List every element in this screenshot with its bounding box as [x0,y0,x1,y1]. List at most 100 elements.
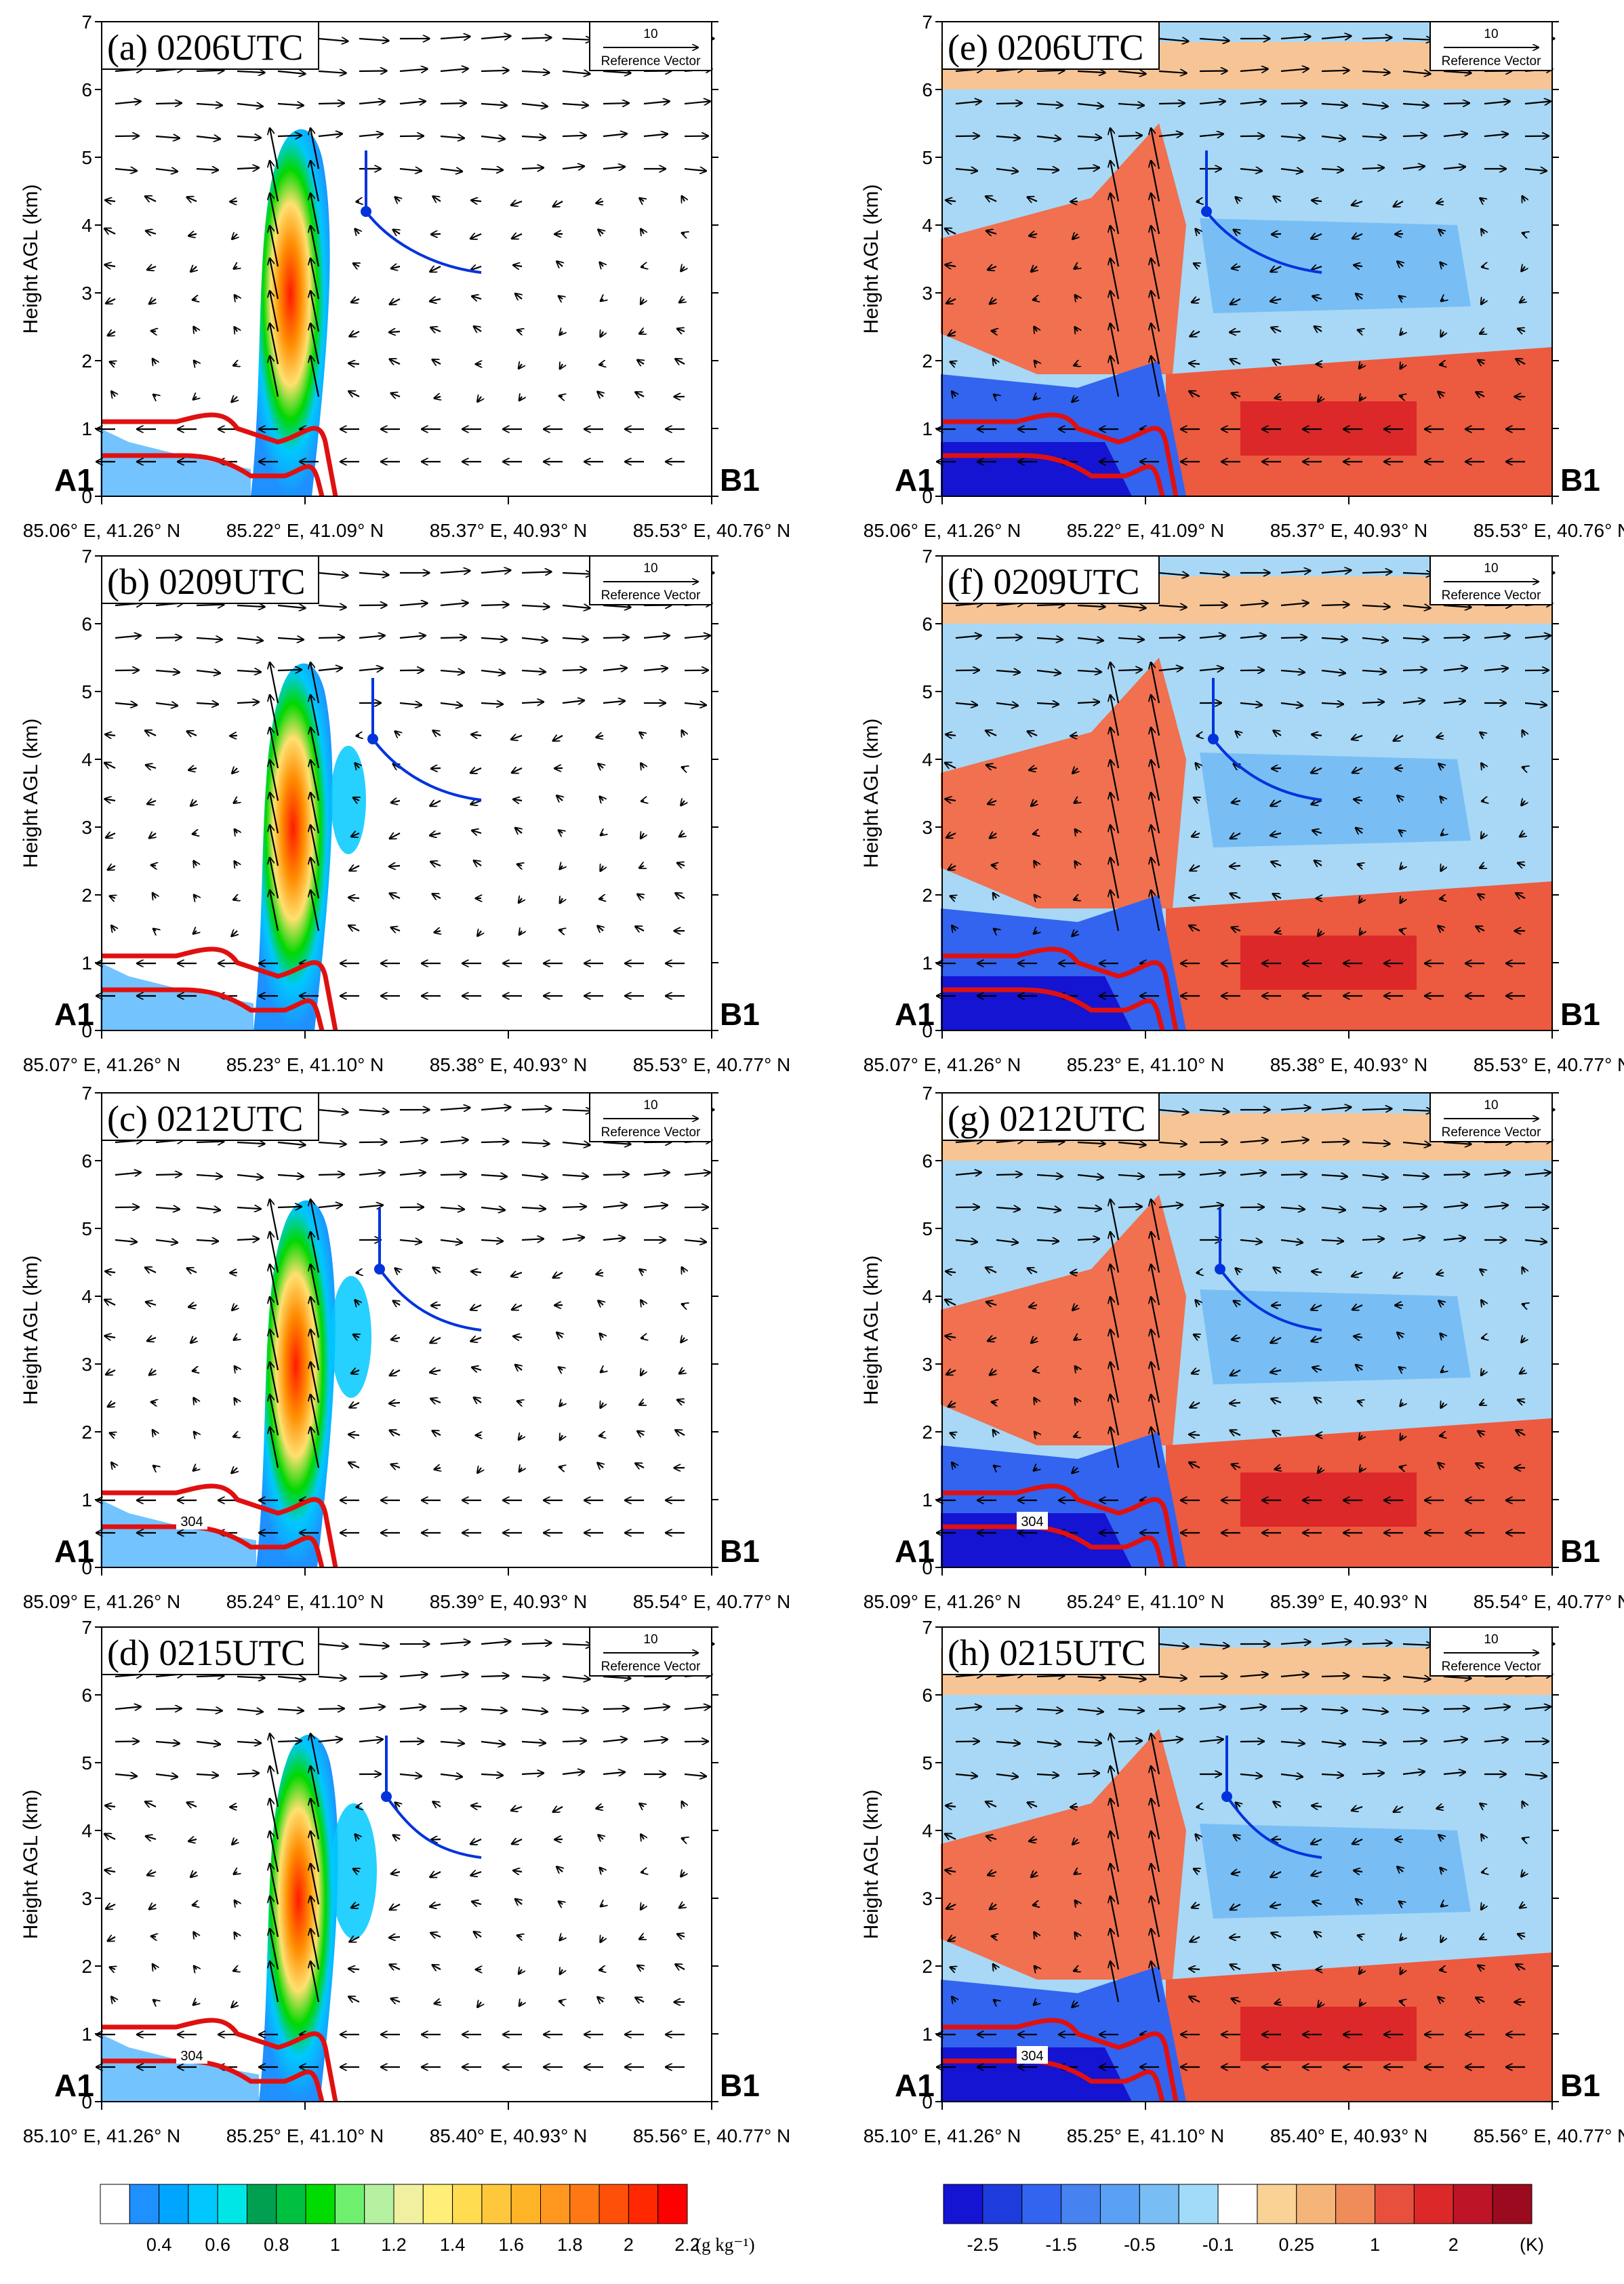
wind-vector [149,1370,156,1375]
wind-vector [310,161,320,202]
y-tick-label: 0 [81,2091,92,2112]
wind-vector [235,327,237,332]
wind-vector [1440,898,1444,899]
wind-vector [390,1965,401,1969]
colorbar-left-swatch [657,2184,688,2224]
wind-vector [399,69,428,71]
wind-vector [945,264,956,266]
colorbar-left-label: 1.4 [440,2235,466,2255]
wind-vector [470,1872,482,1875]
wind-vector [194,1932,197,1937]
wind-vector [517,1936,522,1937]
wind-vector [1075,295,1078,299]
panel-title: (g) 0212UTC [948,1098,1145,1139]
wind-vector [399,169,422,171]
wind-vector [277,104,304,106]
reference-vector-legend: 10 Reference Vector [589,555,712,605]
wind-vector [1484,101,1510,104]
wind-vector [233,364,237,365]
wind-vector [318,668,342,670]
wind-vector [115,1774,137,1776]
wind-vector [310,226,320,267]
wind-vector [391,1338,401,1340]
wind-vector [1280,136,1305,138]
wind-vector [270,128,279,169]
wind-vector [270,291,279,332]
reference-vector-label: Reference Vector [601,1125,701,1140]
wind-vector [639,1937,644,1939]
wind-vector [517,1401,522,1403]
wind-vector [270,1961,279,2003]
colorbar-left-label: 0.6 [205,2235,230,2255]
wind-vector [430,1338,441,1343]
wind-vector [192,1904,197,1905]
wind-vector [440,703,462,706]
wind-vector [1480,198,1484,201]
colorbar-right-swatch [982,2184,1023,2224]
wind-vector [310,793,320,834]
wind-vector [562,638,588,639]
wind-vector [635,1463,645,1468]
wind-vector [310,1799,320,1840]
section-start-label: A1 [895,462,935,498]
wind-vector [1232,266,1241,268]
colorbar-left-swatch [364,2184,394,2224]
wind-vector [470,234,482,239]
y-tick-label: 3 [922,817,933,838]
wind-vector [1199,39,1230,41]
wind-vector [1440,262,1444,266]
wind-vector [390,894,401,898]
wind-vector [562,1110,592,1111]
wind-vector [1400,332,1403,335]
wind-vector [515,1899,522,1904]
wind-vector [187,1803,197,1807]
wind-vector [430,1370,441,1372]
y-tick-label: 2 [922,1422,933,1443]
wind-vector [355,228,359,234]
wind-vector [277,1677,306,1679]
wind-vector [684,169,706,171]
wind-vector [310,727,320,769]
wind-vector [1438,229,1444,234]
wind-vector [559,1902,563,1904]
wind-vector [318,1644,348,1647]
wind-vector [390,299,401,304]
wind-vector [237,1207,261,1209]
reference-vector-legend: 10 Reference Vector [1429,1626,1553,1677]
colorbar-left-swatch [628,2184,659,2224]
wind-vector [637,1965,644,1969]
wind-vector [1524,101,1551,104]
wind-vector [393,1301,400,1305]
wind-vector [440,1708,466,1709]
wind-vector [1230,359,1241,364]
wind-vector [399,1240,422,1242]
wind-vector [684,1706,710,1709]
theta-contour [102,1483,338,1568]
contour-label-box [176,1512,207,1529]
y-tick-label: 3 [81,817,92,838]
wind-vector [310,1427,320,1468]
wind-vector [145,196,157,201]
wind-vector [194,361,197,364]
wind-vector [318,1739,342,1742]
colorbar-right-swatch [1139,2184,1179,2224]
wind-vector [1443,134,1467,136]
wind-vector [681,801,685,805]
reference-vector-label: Reference Vector [1442,1660,1541,1674]
wind-vector [1516,359,1526,364]
wind-vector [310,193,320,235]
wind-vector [1358,330,1362,332]
wind-vector [481,670,505,673]
colorbar-right-swatch [1296,2184,1337,2224]
wind-vector [151,865,156,866]
wind-vector [106,833,116,838]
wind-vector [603,1708,629,1709]
wind-vector [270,1766,279,1807]
wind-vector [512,768,523,773]
panels-layer: 0 1 2 3 4 5 6 7 85.06° E, 41.26° N 85.22° E, 41.0… [20,12,1624,2146]
wind-vector [104,1336,116,1338]
contour-label: 304 [1021,2049,1043,2064]
wind-vector [151,331,156,332]
wind-vector [235,1900,237,1904]
wind-vector [1402,71,1431,74]
